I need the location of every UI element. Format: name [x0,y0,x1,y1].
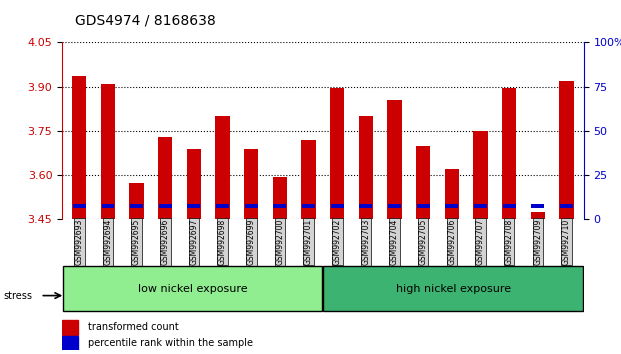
FancyBboxPatch shape [324,266,583,311]
Bar [62,320,78,335]
Bar [129,183,144,219]
Bar [273,177,287,219]
Bar [331,204,343,208]
Text: GSM992705: GSM992705 [419,218,428,265]
Text: GSM992704: GSM992704 [390,218,399,265]
Bar [360,204,373,208]
Text: GSM992703: GSM992703 [361,218,370,265]
Bar [130,204,143,208]
Text: GSM992696: GSM992696 [161,218,170,265]
Bar [531,212,545,219]
FancyBboxPatch shape [63,266,322,311]
Text: GSM992699: GSM992699 [247,218,256,265]
Text: GSM992698: GSM992698 [218,218,227,265]
Bar [330,88,345,219]
Text: stress: stress [3,291,32,301]
Text: low nickel exposure: low nickel exposure [138,284,247,293]
Bar [215,116,230,219]
Text: GSM992707: GSM992707 [476,218,485,265]
Bar [245,204,258,208]
Bar [445,204,458,208]
Bar [416,146,430,219]
Bar [244,149,258,219]
Text: GSM992694: GSM992694 [104,218,112,265]
Bar [359,116,373,219]
Text: GSM992701: GSM992701 [304,218,313,265]
Bar [73,204,86,208]
Bar [187,149,201,219]
Text: GSM992697: GSM992697 [189,218,199,265]
Bar [445,169,459,219]
Bar [101,204,114,208]
Bar [503,204,515,208]
Bar [388,204,401,208]
Text: GSM992709: GSM992709 [533,218,542,265]
Bar [216,204,229,208]
Text: GSM992695: GSM992695 [132,218,141,265]
Bar [502,88,517,219]
Bar [72,76,86,219]
Bar [158,137,173,219]
Text: GSM992700: GSM992700 [276,218,284,265]
Bar [273,204,286,208]
Bar [560,81,574,219]
Text: GSM992708: GSM992708 [505,218,514,265]
Bar [159,204,172,208]
Bar [474,204,487,208]
Bar [473,131,487,219]
Bar [388,100,402,219]
Text: high nickel exposure: high nickel exposure [396,284,511,293]
Bar [560,204,573,208]
Bar [532,204,545,208]
Bar [301,140,315,219]
Bar [417,204,430,208]
Bar [62,336,78,350]
Text: GDS4974 / 8168638: GDS4974 / 8168638 [75,14,215,28]
Text: GSM992702: GSM992702 [333,218,342,265]
Text: percentile rank within the sample: percentile rank within the sample [88,338,253,348]
Text: transformed count: transformed count [88,322,179,332]
Text: GSM992693: GSM992693 [75,218,84,265]
Text: GSM992710: GSM992710 [562,218,571,265]
Bar [302,204,315,208]
Bar [101,84,115,219]
Bar [188,204,201,208]
Text: GSM992706: GSM992706 [447,218,456,265]
